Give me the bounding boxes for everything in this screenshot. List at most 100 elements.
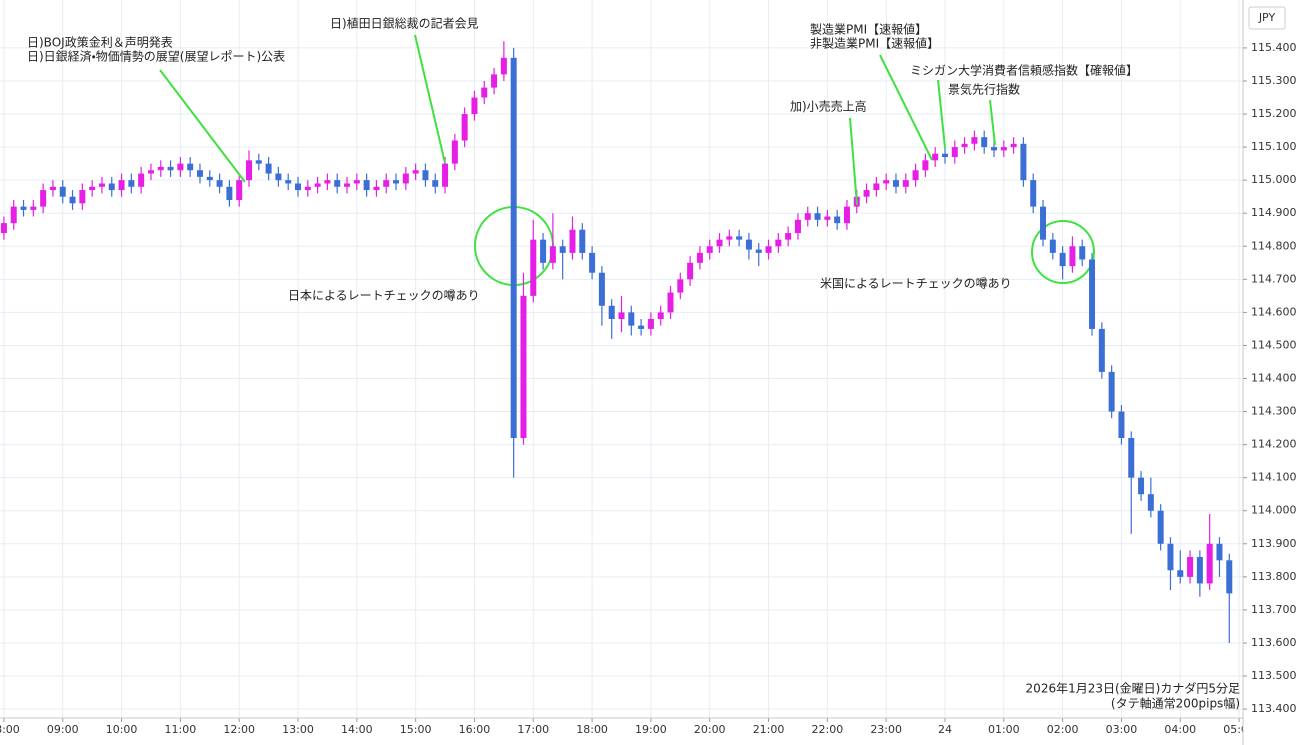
y-tick-label: 114.100 [1251,471,1297,484]
candle-body [1098,328,1105,372]
candle-body [1049,239,1056,253]
annotation-leader [879,54,933,161]
x-tick-label: 23:00 [870,723,902,736]
candle-body [412,170,419,174]
candle-body [275,173,282,181]
annotation-text: 日)植田日銀総裁の記者会見 [330,16,479,31]
annotation-text: 非製造業PMI【速報値】 [810,36,939,51]
candle-body [951,147,958,158]
candle-body [638,325,645,329]
candle-body [736,236,743,240]
candle-body [941,153,948,158]
candle-body [892,180,899,187]
candle-body [324,180,331,184]
x-tick-label: 04:00 [1164,723,1196,736]
candle-body [226,186,233,200]
candle-body [422,170,429,181]
y-tick-label: 115.100 [1251,140,1297,153]
candle-body [442,163,449,187]
candle-body [647,319,654,329]
y-tick-label: 114.900 [1251,206,1297,219]
candle-body [726,236,733,240]
candle-body [89,186,96,191]
candle-body [794,219,801,234]
annotation-text: 日本によるレートチェックの噂あり [288,289,480,303]
candle-body [255,160,262,164]
candle-body [991,147,998,151]
footnote: 2026年1月23日(金曜日)カナダ円5分足 [1026,681,1240,696]
candle-body [236,180,243,200]
candle-body [481,87,488,98]
candle-body [49,186,56,191]
candle-body [873,183,880,191]
x-tick-label: 09:00 [47,723,79,736]
y-tick-label: 115.300 [1251,74,1297,87]
annotation-text: 加)小売売上高 [790,99,867,114]
candle-body [363,180,370,191]
candle-body [285,180,292,184]
candle-body [932,153,939,161]
candle-body [540,239,547,263]
candle-body [1167,543,1174,571]
x-tick-label: 19:00 [635,723,667,736]
x-tick-label: 18:00 [576,723,608,736]
candle-body [530,239,537,296]
candle-body [824,216,831,220]
annotation-text: 製造業PMI【速報値】 [810,22,927,37]
candle-body [598,272,605,306]
annotation-text: 日)日銀経済・物価情勢の展望(展望レポート)公表 [27,49,285,64]
candle-body [1128,438,1135,478]
y-tick-label: 113.800 [1251,570,1297,583]
candle-body [608,305,615,320]
candle-body [745,239,752,250]
candle-body [471,97,478,115]
candle-body [559,246,566,253]
candle-body [314,183,321,187]
y-tick-label: 113.700 [1251,603,1297,616]
price-axis-panel [1243,0,1300,745]
candle-body [902,180,909,187]
candle-body [1079,246,1086,260]
candle-body [628,312,635,326]
candle-body [804,213,811,220]
candle-body [1138,477,1145,495]
x-tick-label: 16:00 [459,723,491,736]
candle-body [716,239,723,247]
currency-label: JPY [1258,11,1276,24]
candle-body [520,295,527,439]
candle-body [108,183,115,191]
x-tick-label: 20:00 [694,723,726,736]
candle-body [1069,246,1076,267]
y-tick-label: 115.400 [1251,41,1297,54]
candle-body [922,160,929,171]
annotation-leader [414,34,446,164]
candle-body [10,206,17,224]
candle-body [843,206,850,224]
y-tick-label: 113.900 [1251,537,1297,550]
candle-body [1108,371,1115,412]
candle-body [834,216,841,224]
y-tick-label: 114.300 [1251,405,1297,418]
y-tick-label: 114.600 [1251,305,1297,318]
x-tick-label: 02:00 [1047,723,1079,736]
candle-body [1157,510,1164,544]
candle-body [30,206,37,210]
y-tick-label: 114.500 [1251,338,1297,351]
candle-body [912,170,919,181]
x-tick-label: 22:00 [812,723,844,736]
y-tick-label: 113.600 [1251,636,1297,649]
x-tick-label: 08:00 [0,723,20,736]
annotation-text: ミシガン大学消費者信頼感指数【確報値】 [910,63,1138,78]
candle-body [432,180,439,187]
candle-body [687,262,694,280]
annotation-leader [989,99,996,146]
candle-body [706,246,713,253]
candle-body [589,252,596,273]
y-tick-label: 114.200 [1251,438,1297,451]
candle-body [1000,147,1007,151]
y-tick-label: 115.000 [1251,173,1297,186]
annotation-leader [159,69,246,183]
candle-body [167,166,174,171]
candle-body [393,180,400,184]
candle-body [157,166,164,171]
